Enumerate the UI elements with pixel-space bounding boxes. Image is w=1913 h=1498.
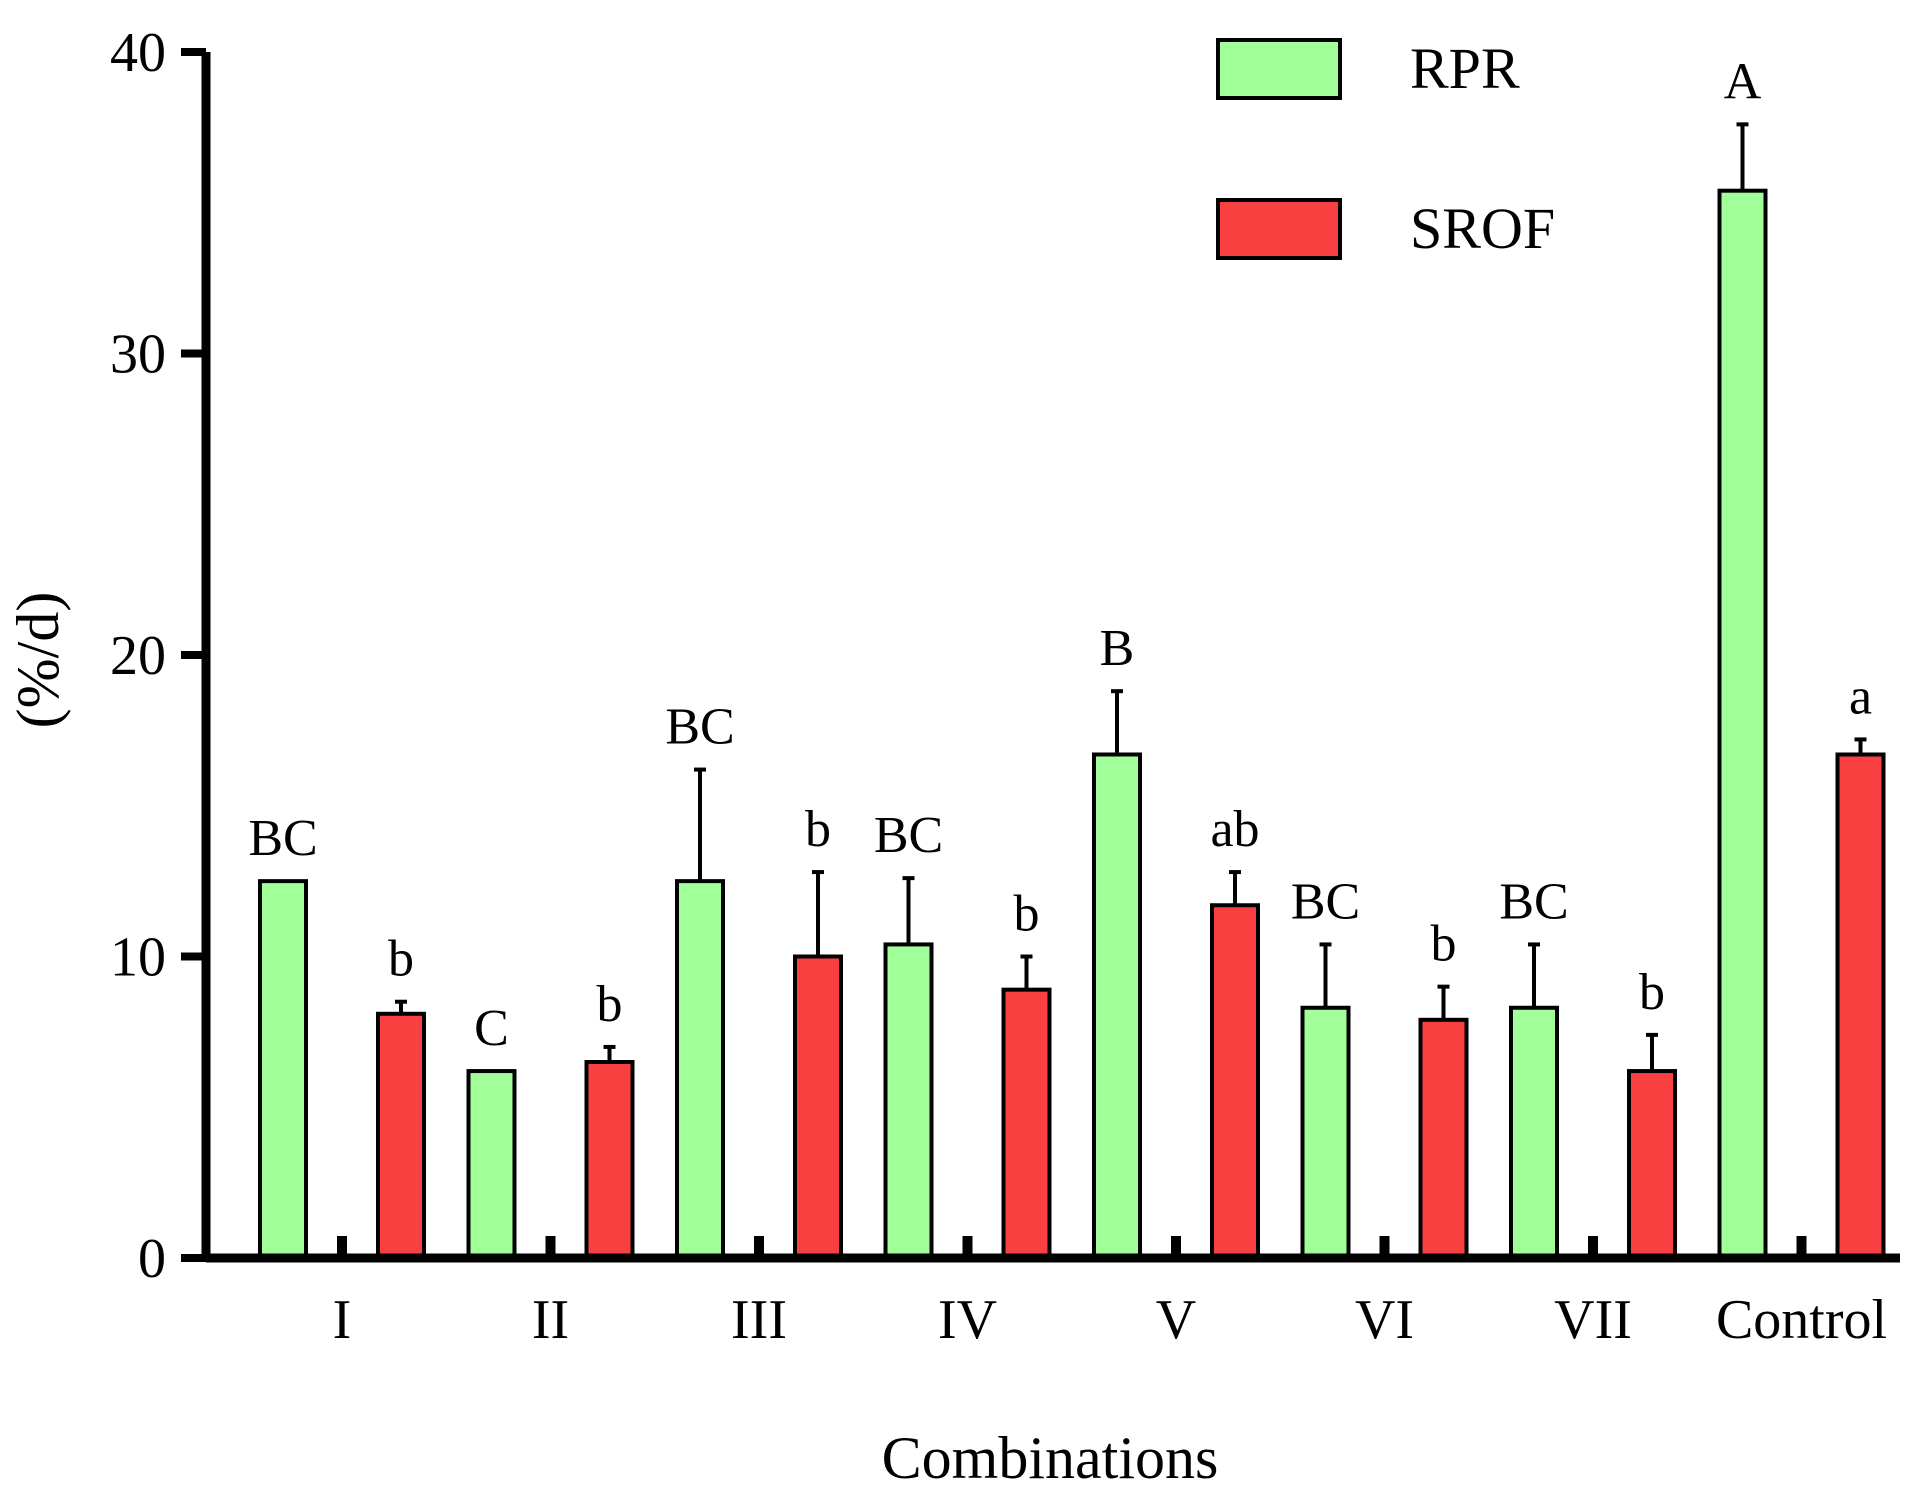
significance-label-srof-ii: b xyxy=(597,976,623,1033)
significance-label-rpr-i: BC xyxy=(248,810,317,867)
axes-layer xyxy=(181,48,1900,1263)
bar-rpr-vii xyxy=(1509,1005,1559,1260)
bar-srof-control xyxy=(1835,752,1886,1260)
y-tick-label-10: 10 xyxy=(110,927,166,989)
legend-label-srof: SROF xyxy=(1410,196,1555,261)
significance-label-srof-control: a xyxy=(1849,668,1872,725)
x-tick-label-iv: IV xyxy=(938,1289,997,1351)
y-tick-label-20: 20 xyxy=(110,625,166,687)
bar-rpr-i xyxy=(258,879,308,1260)
bar-rpr-control xyxy=(1717,188,1768,1261)
bar-rpr-vi xyxy=(1300,1005,1351,1260)
bar-srof-ii xyxy=(584,1060,635,1261)
significance-label-rpr-vii: BC xyxy=(1499,873,1568,930)
bar-rpr-iv xyxy=(883,942,934,1260)
significance-label-rpr-v: B xyxy=(1100,620,1135,677)
x-tick-label-i: I xyxy=(333,1289,352,1351)
significance-label-srof-vi: b xyxy=(1431,916,1457,973)
bar-srof-vi xyxy=(1418,1017,1469,1260)
y-tick-label-40: 40 xyxy=(110,22,166,84)
bar-srof-vii xyxy=(1627,1069,1677,1260)
x-tick-label-iii: III xyxy=(731,1289,787,1351)
x-tick-label-control: Control xyxy=(1716,1289,1887,1351)
x-tick-label-ii: II xyxy=(532,1289,569,1351)
y-tick-label-30: 30 xyxy=(110,324,166,386)
x-tick-control xyxy=(1796,1236,1807,1258)
bars-layer xyxy=(258,122,1886,1261)
labels-layer: BC b I C b II BC b III BC b IV Bab V BC b VI BC b VII Aa Cont… xyxy=(110,22,1887,1351)
y-axis-title: (%/d) xyxy=(5,592,71,729)
x-tick-vii xyxy=(1588,1236,1598,1258)
significance-label-srof-iv: b xyxy=(1014,886,1040,943)
significance-label-srof-i: b xyxy=(388,931,414,988)
significance-label-rpr-ii: C xyxy=(474,1000,509,1057)
significance-label-srof-iii: b xyxy=(805,801,831,858)
significance-label-srof-vii: b xyxy=(1639,964,1665,1021)
legend: RPR SROF xyxy=(1216,36,1555,261)
x-tick-label-vi: VI xyxy=(1355,1289,1414,1351)
x-tick-label-v: V xyxy=(1156,1289,1196,1351)
significance-label-rpr-control: A xyxy=(1724,53,1762,110)
bar-rpr-iii xyxy=(675,879,725,1260)
x-tick-i xyxy=(337,1236,347,1258)
x-tick-iii xyxy=(754,1236,764,1258)
significance-label-srof-v: ab xyxy=(1210,801,1259,858)
bar-srof-iii xyxy=(793,954,843,1260)
bar-srof-v xyxy=(1210,903,1260,1260)
x-tick-v xyxy=(1171,1236,1181,1258)
x-tick-ii xyxy=(545,1236,556,1258)
x-tick-iv xyxy=(962,1236,973,1258)
x-tick-label-vii: VII xyxy=(1554,1289,1632,1351)
significance-label-rpr-iii: BC xyxy=(665,699,734,756)
legend-swatch-srof xyxy=(1216,198,1342,260)
x-tick-vi xyxy=(1379,1236,1390,1258)
x-axis-title: Combinations xyxy=(882,1425,1219,1491)
bar-rpr-v xyxy=(1092,752,1142,1260)
y-tick-label-0: 0 xyxy=(138,1228,166,1290)
bar-srof-iv xyxy=(1001,987,1052,1260)
bar-rpr-ii xyxy=(466,1069,517,1260)
legend-swatch-rpr xyxy=(1216,38,1342,100)
legend-label-rpr: RPR xyxy=(1410,36,1520,101)
significance-label-rpr-iv: BC xyxy=(874,807,943,864)
significance-label-rpr-vi: BC xyxy=(1291,873,1360,930)
bar-srof-i xyxy=(376,1011,426,1260)
